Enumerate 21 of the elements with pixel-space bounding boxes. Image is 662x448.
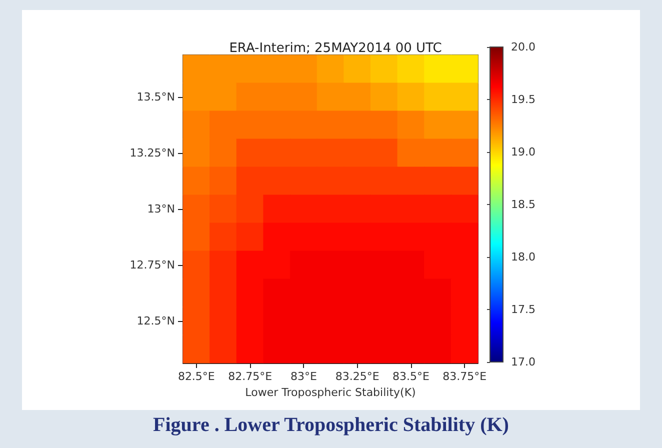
y-tick-label: 12.5°N	[136, 314, 175, 328]
x-tick-label: 83.25°E	[335, 370, 380, 383]
x-tick-label: 82.5°E	[178, 370, 215, 383]
x-axis-title: Lower Tropospheric Stability(K)	[245, 386, 416, 399]
x-tick-label: 82.75°E	[228, 370, 272, 383]
text: Figure . Lower Tropospheric Stability (K)	[152, 414, 510, 437]
y-tick-label: 13.5°N	[136, 90, 175, 104]
color-bar-label: 18.5	[511, 198, 536, 211]
color-bar-label: 17.5	[511, 303, 536, 316]
x-tick-label: 83.5°E	[392, 370, 430, 383]
x-tick-label: 83°E	[290, 370, 317, 383]
y-tick-label: 12.75°N	[130, 258, 175, 272]
color-bar-label: 20.0	[511, 40, 536, 54]
color-bar-label: 18.0	[511, 250, 536, 264]
y-tick-label: 13°N	[147, 202, 175, 216]
color-bar-label: 19.0	[511, 146, 536, 158]
color-bar-label: 17.0	[511, 356, 536, 368]
y-tick-label: 13.25°N	[130, 146, 175, 160]
color-bar-label: 19.5	[511, 93, 536, 106]
chart-title: ERA-Interim; 25MAY2014 00 UTC	[229, 41, 442, 56]
x-tick-label: 83.75°E	[442, 370, 487, 383]
